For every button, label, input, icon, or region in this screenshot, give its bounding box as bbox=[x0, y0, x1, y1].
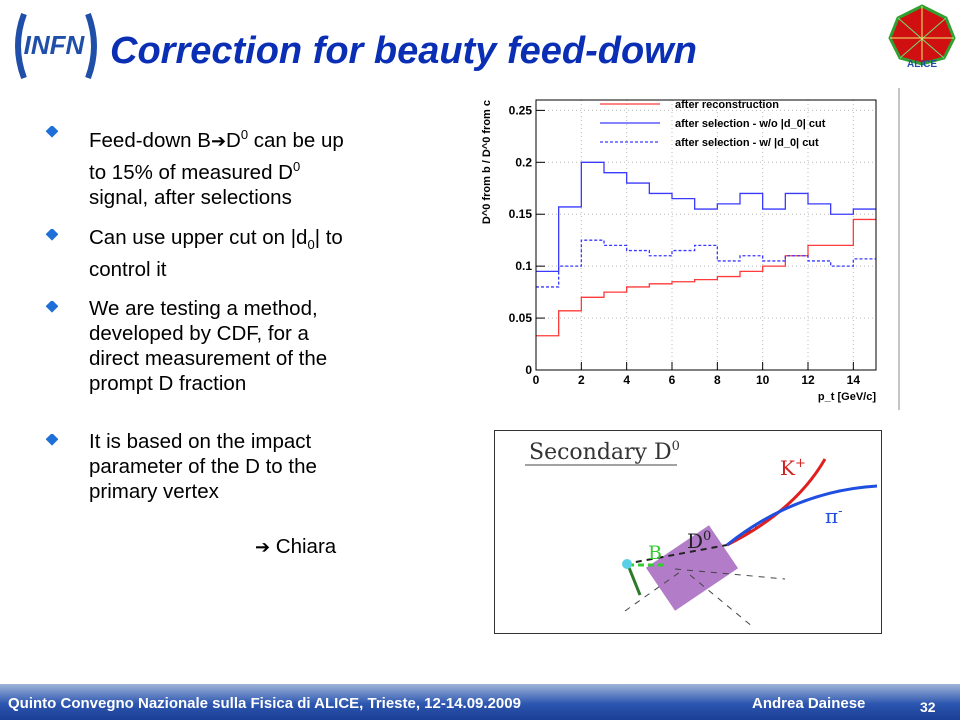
bullet-item-1: Feed-down B➔D0 can be up to 15% of measu… bbox=[89, 122, 444, 210]
x-tick-label: 10 bbox=[756, 373, 770, 387]
footer-author: Andrea Dainese bbox=[752, 695, 866, 712]
arrow-right-icon: ➔ bbox=[255, 537, 271, 557]
alice-logo-text: ALICE bbox=[907, 59, 937, 68]
x-tick-label: 4 bbox=[623, 373, 630, 387]
x-tick-label: 0 bbox=[533, 373, 540, 387]
bullet-1-text-e: signal, after selections bbox=[89, 185, 292, 209]
page-number: 32 bbox=[920, 699, 936, 715]
bullet-1-text-a: Feed-down B bbox=[89, 128, 211, 152]
bullet-4-line-1: It is based on the impact bbox=[89, 430, 312, 453]
decay-diagram: Secondary D0 K+ π- D0 B bbox=[494, 430, 882, 634]
bullet-4-line-3: primary vertex bbox=[89, 480, 219, 503]
bullet-3-line-1: We are testing a method, bbox=[89, 297, 318, 320]
bullet-2-sub: 0 bbox=[307, 237, 315, 253]
chart-xlabel: p_t [GeV/c] bbox=[818, 391, 876, 403]
bullet-2-text-b: | to bbox=[314, 226, 343, 249]
y-tick-label: 0.15 bbox=[509, 207, 533, 221]
legend-entry: after reconstruction bbox=[675, 99, 779, 111]
bullet-1-text-d: to 15% of measured D bbox=[89, 160, 293, 184]
arrow-note: ➔ Chiara bbox=[255, 535, 336, 559]
x-tick-label: 2 bbox=[578, 373, 585, 387]
plot-frame bbox=[535, 99, 877, 371]
bullet-3-line-3: direct measurement of the bbox=[89, 347, 328, 370]
bullet-item-4: It is based on the impact parameter of t… bbox=[89, 429, 444, 504]
b-label: B bbox=[648, 542, 662, 564]
legend-entry: after selection - w/o |d_0| cut bbox=[675, 118, 826, 130]
alice-logo: ALICE bbox=[888, 4, 956, 70]
y-tick-label: 0.1 bbox=[515, 259, 532, 273]
bullet-1-sup-1: 0 bbox=[240, 127, 249, 142]
bullet-3-line-4: prompt D fraction bbox=[89, 372, 247, 395]
infn-logo-graphic: INFN bbox=[15, 12, 97, 80]
pi-minus-label: π- bbox=[825, 504, 843, 528]
bullet-1-sup-2: 0 bbox=[292, 158, 301, 174]
ratio-chart: 0 2 4 6 8 10 12 14 0 0.05 0.1 0.15 0.2 0.25 after rec… bbox=[460, 88, 900, 410]
x-tick-label: 14 bbox=[847, 373, 861, 387]
bullet-item-2: Can use upper cut on |d0| to control it bbox=[89, 225, 444, 282]
decay-title: Secondary D0 bbox=[529, 439, 680, 465]
series-line-3 bbox=[536, 239, 876, 288]
x-tick-label: 12 bbox=[801, 373, 815, 387]
d-zero-label: D0 bbox=[687, 529, 711, 553]
bullet-item-3: We are testing a method, developed by CD… bbox=[89, 296, 444, 396]
alice-logo-graphic: ALICE bbox=[888, 4, 956, 70]
series-line-2 bbox=[536, 161, 876, 272]
bullet-icon bbox=[46, 434, 58, 446]
footer-bar: Quinto Convegno Nazionale sulla Fisica d… bbox=[0, 684, 960, 720]
impact-parameter-line bbox=[626, 564, 642, 596]
x-tick-label: 8 bbox=[714, 373, 721, 387]
chart-panel: 0 2 4 6 8 10 12 14 0 0.05 0.1 0.15 0.2 0.25 after rec… bbox=[460, 88, 900, 410]
k-plus-label: K+ bbox=[780, 456, 806, 480]
y-tick-label: 0.05 bbox=[509, 311, 533, 325]
primary-vertex-icon bbox=[622, 559, 632, 569]
legend-entry: after selection - w/ |d_0| cut bbox=[675, 137, 819, 149]
k-plus-track bbox=[726, 458, 827, 547]
arrow-note-text: Chiara bbox=[275, 535, 337, 558]
infn-logo-text: INFN bbox=[24, 30, 86, 60]
y-tick-label: 0.25 bbox=[509, 103, 533, 117]
y-tick-label: 0.2 bbox=[515, 155, 532, 169]
y-tick-label: 0 bbox=[525, 363, 532, 377]
bullet-1-text-c: can be up bbox=[248, 128, 344, 152]
infn-logo: INFN bbox=[6, 6, 101, 86]
footer-conference: Quinto Convegno Nazionale sulla Fisica d… bbox=[8, 695, 521, 712]
extrapolation-line bbox=[689, 574, 754, 628]
series-line-1 bbox=[536, 218, 876, 337]
arrow-icon: ➔ bbox=[210, 130, 227, 151]
x-tick-label: 6 bbox=[669, 373, 676, 387]
bullet-icon bbox=[46, 126, 58, 138]
chart-ylabel: D^0 from b / D^0 from c bbox=[481, 100, 493, 224]
decay-diagram-graphic: Secondary D0 K+ π- D0 B bbox=[525, 439, 878, 628]
page-title: Correction for beauty feed-down bbox=[110, 30, 697, 72]
bullet-3-line-2: developed by CDF, for a bbox=[89, 322, 309, 345]
bullet-icon bbox=[46, 229, 58, 241]
pi-minus-track bbox=[726, 484, 878, 547]
bullet-2-text-c: control it bbox=[89, 258, 167, 282]
bullet-1-text-b: D bbox=[226, 128, 241, 152]
bullet-2-text-a: Can use upper cut on |d bbox=[89, 226, 308, 249]
bullet-icon bbox=[46, 301, 58, 313]
bullet-4-line-2: parameter of the D to the bbox=[89, 455, 317, 478]
